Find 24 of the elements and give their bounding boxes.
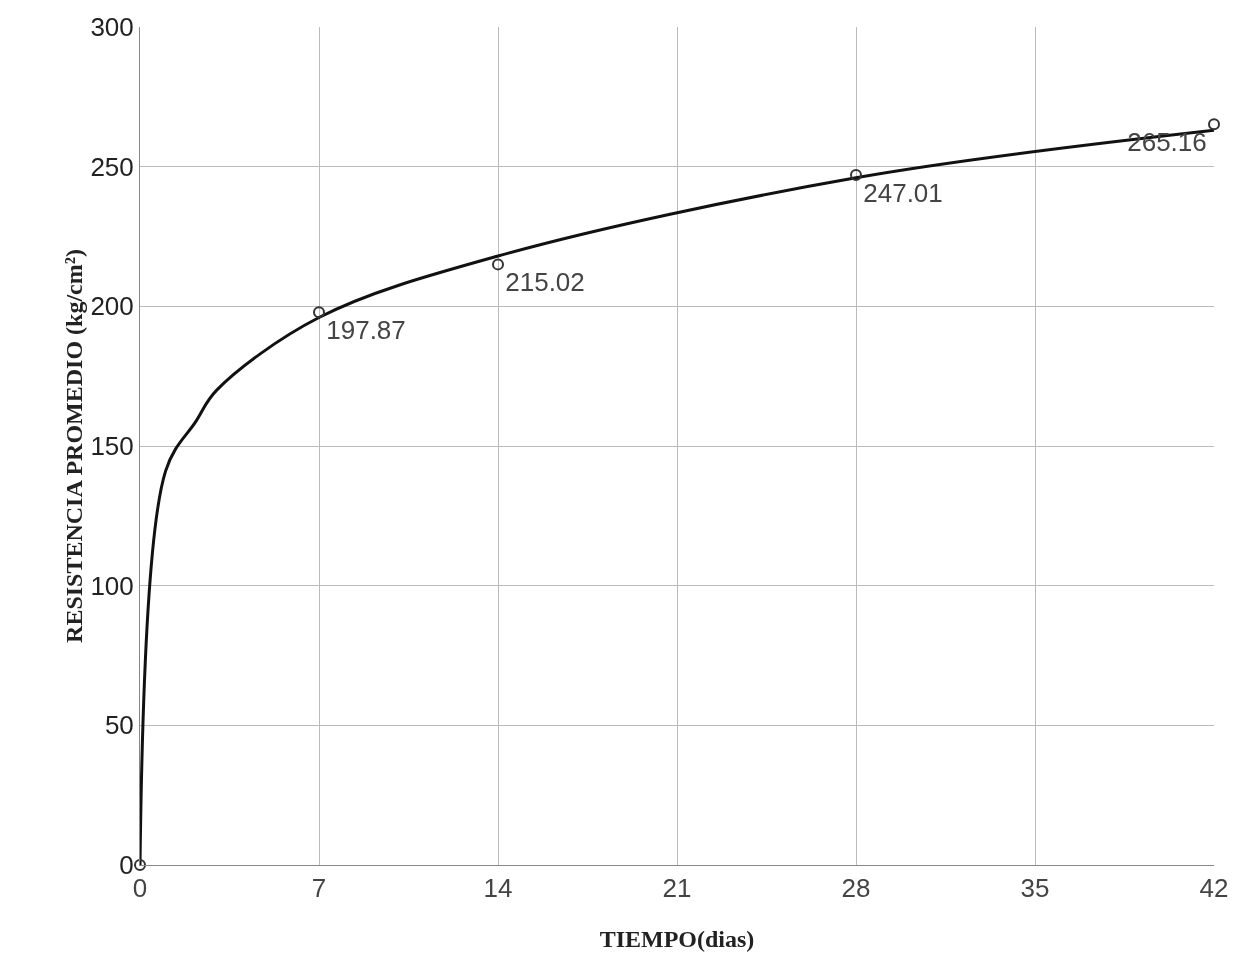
data-label: 265.16 <box>1127 127 1207 158</box>
y-tick-label: 100 <box>90 570 134 601</box>
point <box>313 306 325 319</box>
y-tick-label: 150 <box>90 431 134 462</box>
y-tick-label: 250 <box>90 151 134 182</box>
y-axis-title: RESISTENCIA PROMEDIO (kg/cm²) <box>61 249 87 643</box>
data-label: 197.87 <box>326 315 406 346</box>
data-label: 247.01 <box>863 177 943 208</box>
x-tick-label: 35 <box>1020 873 1050 904</box>
y-tick-label: 0 <box>119 850 134 881</box>
point <box>492 258 504 271</box>
y-tick-label: 200 <box>90 291 134 322</box>
x-axis-title: TIEMPO(dias) <box>599 926 755 952</box>
x-tick-label: 21 <box>662 873 692 904</box>
x-tick-label: 7 <box>311 873 327 904</box>
x-tick-label: 14 <box>483 873 513 904</box>
x-tick-label: 42 <box>1199 873 1229 904</box>
data-label: 215.02 <box>505 267 585 298</box>
x-tick-label: 28 <box>841 873 871 904</box>
y-tick-label: 300 <box>90 12 134 43</box>
point <box>1208 118 1220 131</box>
y-tick-label: 50 <box>104 710 134 741</box>
point <box>850 169 862 182</box>
point <box>134 859 146 871</box>
